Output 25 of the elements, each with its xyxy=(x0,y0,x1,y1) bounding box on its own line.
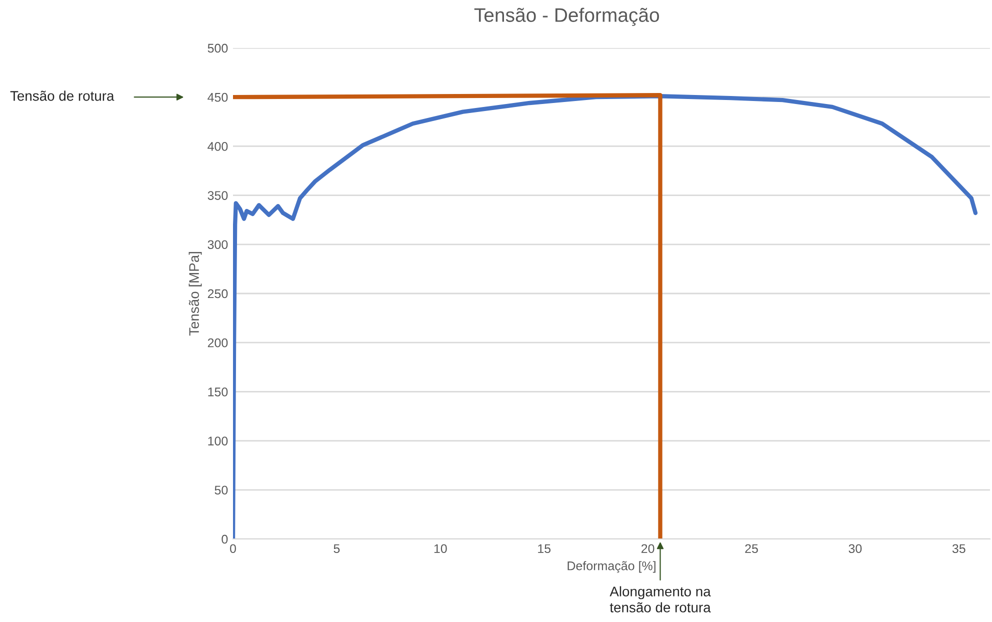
y-axis-title: Tensão [MPa] xyxy=(188,252,202,336)
y-tick-label: 50 xyxy=(214,486,228,495)
x-tick-label: 25 xyxy=(745,544,758,554)
x-tick-label: 20 xyxy=(641,544,654,554)
annotation: Alongamento na tensão de rotura xyxy=(610,586,711,612)
x-tick-label: 0 xyxy=(230,544,236,554)
x-tick-label: 5 xyxy=(334,544,340,554)
line-series xyxy=(233,94,978,539)
y-tick-label: 450 xyxy=(208,92,228,102)
x-tick-label: 10 xyxy=(434,544,447,554)
text: Tensão de rotura xyxy=(10,90,114,101)
y-tick-label: 500 xyxy=(208,44,228,53)
x-tick-label: 30 xyxy=(848,544,862,554)
x-tick-label: 15 xyxy=(538,544,551,554)
x-axis-title: Deformação [%] xyxy=(568,561,656,573)
y-tick-label: 100 xyxy=(208,436,228,446)
y-tick-label: 300 xyxy=(208,240,228,250)
y-tick-label: 200 xyxy=(208,338,228,348)
x-tick-label: 35 xyxy=(952,544,966,554)
y-tick-label: 400 xyxy=(208,142,228,151)
y-tick-label: 250 xyxy=(208,289,228,298)
chart-title: Tensão - Deformação xyxy=(474,8,659,26)
y-tick-label: 350 xyxy=(208,191,228,200)
y-tick-label: 150 xyxy=(208,388,228,396)
y-tick-label: 0 xyxy=(222,534,228,544)
